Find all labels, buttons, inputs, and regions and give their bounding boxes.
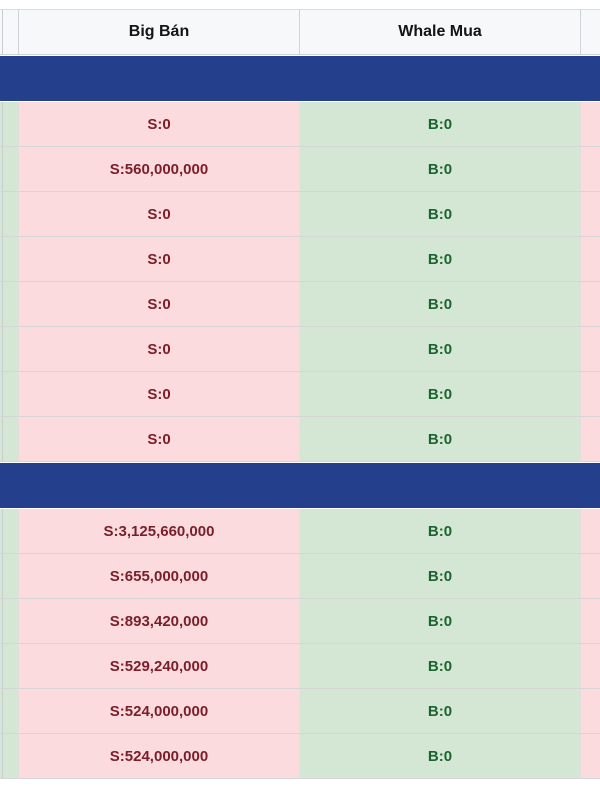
buy-value-cell: B:0 [299, 327, 580, 372]
buy-value-cell: B:0 [299, 372, 580, 417]
buy-value-cell: B:0 [299, 147, 580, 192]
table-row: S:0 B:0 [0, 327, 600, 372]
table-row: S:0 B:0 [0, 237, 600, 282]
buy-value-cell: B:0 [299, 237, 580, 282]
sell-value-cell: S:524,000,000 [18, 689, 299, 734]
partial-left-cell [0, 237, 18, 282]
sell-value-cell: S:893,420,000 [18, 599, 299, 644]
sell-value-cell: S:0 [18, 102, 299, 147]
sell-value-cell: S:0 [18, 372, 299, 417]
partial-left-cell [0, 282, 18, 327]
buy-value-cell: B:0 [299, 102, 580, 147]
table-row: S:524,000,000 B:0 [0, 734, 600, 779]
partial-right-cell [580, 509, 600, 554]
partial-right-cell [580, 102, 600, 147]
sell-value-cell: S:529,240,000 [18, 644, 299, 689]
table-row: S:0 B:0 [0, 282, 600, 327]
table-row: S:524,000,000 B:0 [0, 689, 600, 734]
partial-right-cell [580, 282, 600, 327]
buy-value-cell: B:0 [299, 554, 580, 599]
table-row: S:0 B:0 [0, 372, 600, 417]
header-cell-partial-right [580, 9, 600, 55]
partial-left-cell [0, 147, 18, 192]
partial-left-cell [0, 734, 18, 779]
partial-left-cell [0, 102, 18, 147]
buy-value-cell: B:0 [299, 599, 580, 644]
header-cell-big-ban: Big Bán [18, 9, 299, 55]
partial-right-cell [580, 237, 600, 282]
partial-right-cell [580, 644, 600, 689]
table-row: S:0 B:0 [0, 102, 600, 147]
sell-value-cell: S:0 [18, 282, 299, 327]
table-header-row: Big Bán Whale Mua [0, 9, 600, 55]
sell-value-cell: S:560,000,000 [18, 147, 299, 192]
buy-value-cell: B:0 [299, 644, 580, 689]
buy-value-cell: B:0 [299, 734, 580, 779]
partial-left-cell [0, 327, 18, 372]
sell-value-cell: S:0 [18, 192, 299, 237]
sell-value-cell: S:524,000,000 [18, 734, 299, 779]
section-header-bar [0, 56, 600, 101]
table-row: S:655,000,000 B:0 [0, 554, 600, 599]
sell-value-cell: S:0 [18, 237, 299, 282]
sell-value-cell: S:0 [18, 417, 299, 462]
buy-value-cell: B:0 [299, 689, 580, 734]
partial-left-cell [0, 554, 18, 599]
partial-right-cell [580, 599, 600, 644]
partial-right-cell [580, 689, 600, 734]
table-row: S:893,420,000 B:0 [0, 599, 600, 644]
buy-value-cell: B:0 [299, 417, 580, 462]
sell-value-cell: S:655,000,000 [18, 554, 299, 599]
table-row: S:0 B:0 [0, 192, 600, 237]
partial-left-cell [0, 192, 18, 237]
partial-left-cell [0, 417, 18, 462]
header-cell-partial-left [0, 9, 18, 55]
sell-value-cell: S:3,125,660,000 [18, 509, 299, 554]
partial-left-cell [0, 509, 18, 554]
partial-left-cell [0, 372, 18, 417]
partial-right-cell [580, 327, 600, 372]
buy-value-cell: B:0 [299, 282, 580, 327]
partial-right-cell [580, 147, 600, 192]
table-row: S:3,125,660,000 B:0 [0, 509, 600, 554]
partial-left-cell [0, 644, 18, 689]
buy-value-cell: B:0 [299, 509, 580, 554]
buy-value-cell: B:0 [299, 192, 580, 237]
partial-left-cell [0, 689, 18, 734]
sell-value-cell: S:0 [18, 327, 299, 372]
header-cell-whale-mua: Whale Mua [299, 9, 580, 55]
partial-right-cell [580, 192, 600, 237]
partial-right-cell [580, 734, 600, 779]
partial-right-cell [580, 372, 600, 417]
partial-right-cell [580, 554, 600, 599]
section-header-bar [0, 463, 600, 508]
partial-left-cell [0, 599, 18, 644]
partial-right-cell [580, 417, 600, 462]
table-row: S:560,000,000 B:0 [0, 147, 600, 192]
table-row: S:0 B:0 [0, 417, 600, 462]
table-row: S:529,240,000 B:0 [0, 644, 600, 689]
